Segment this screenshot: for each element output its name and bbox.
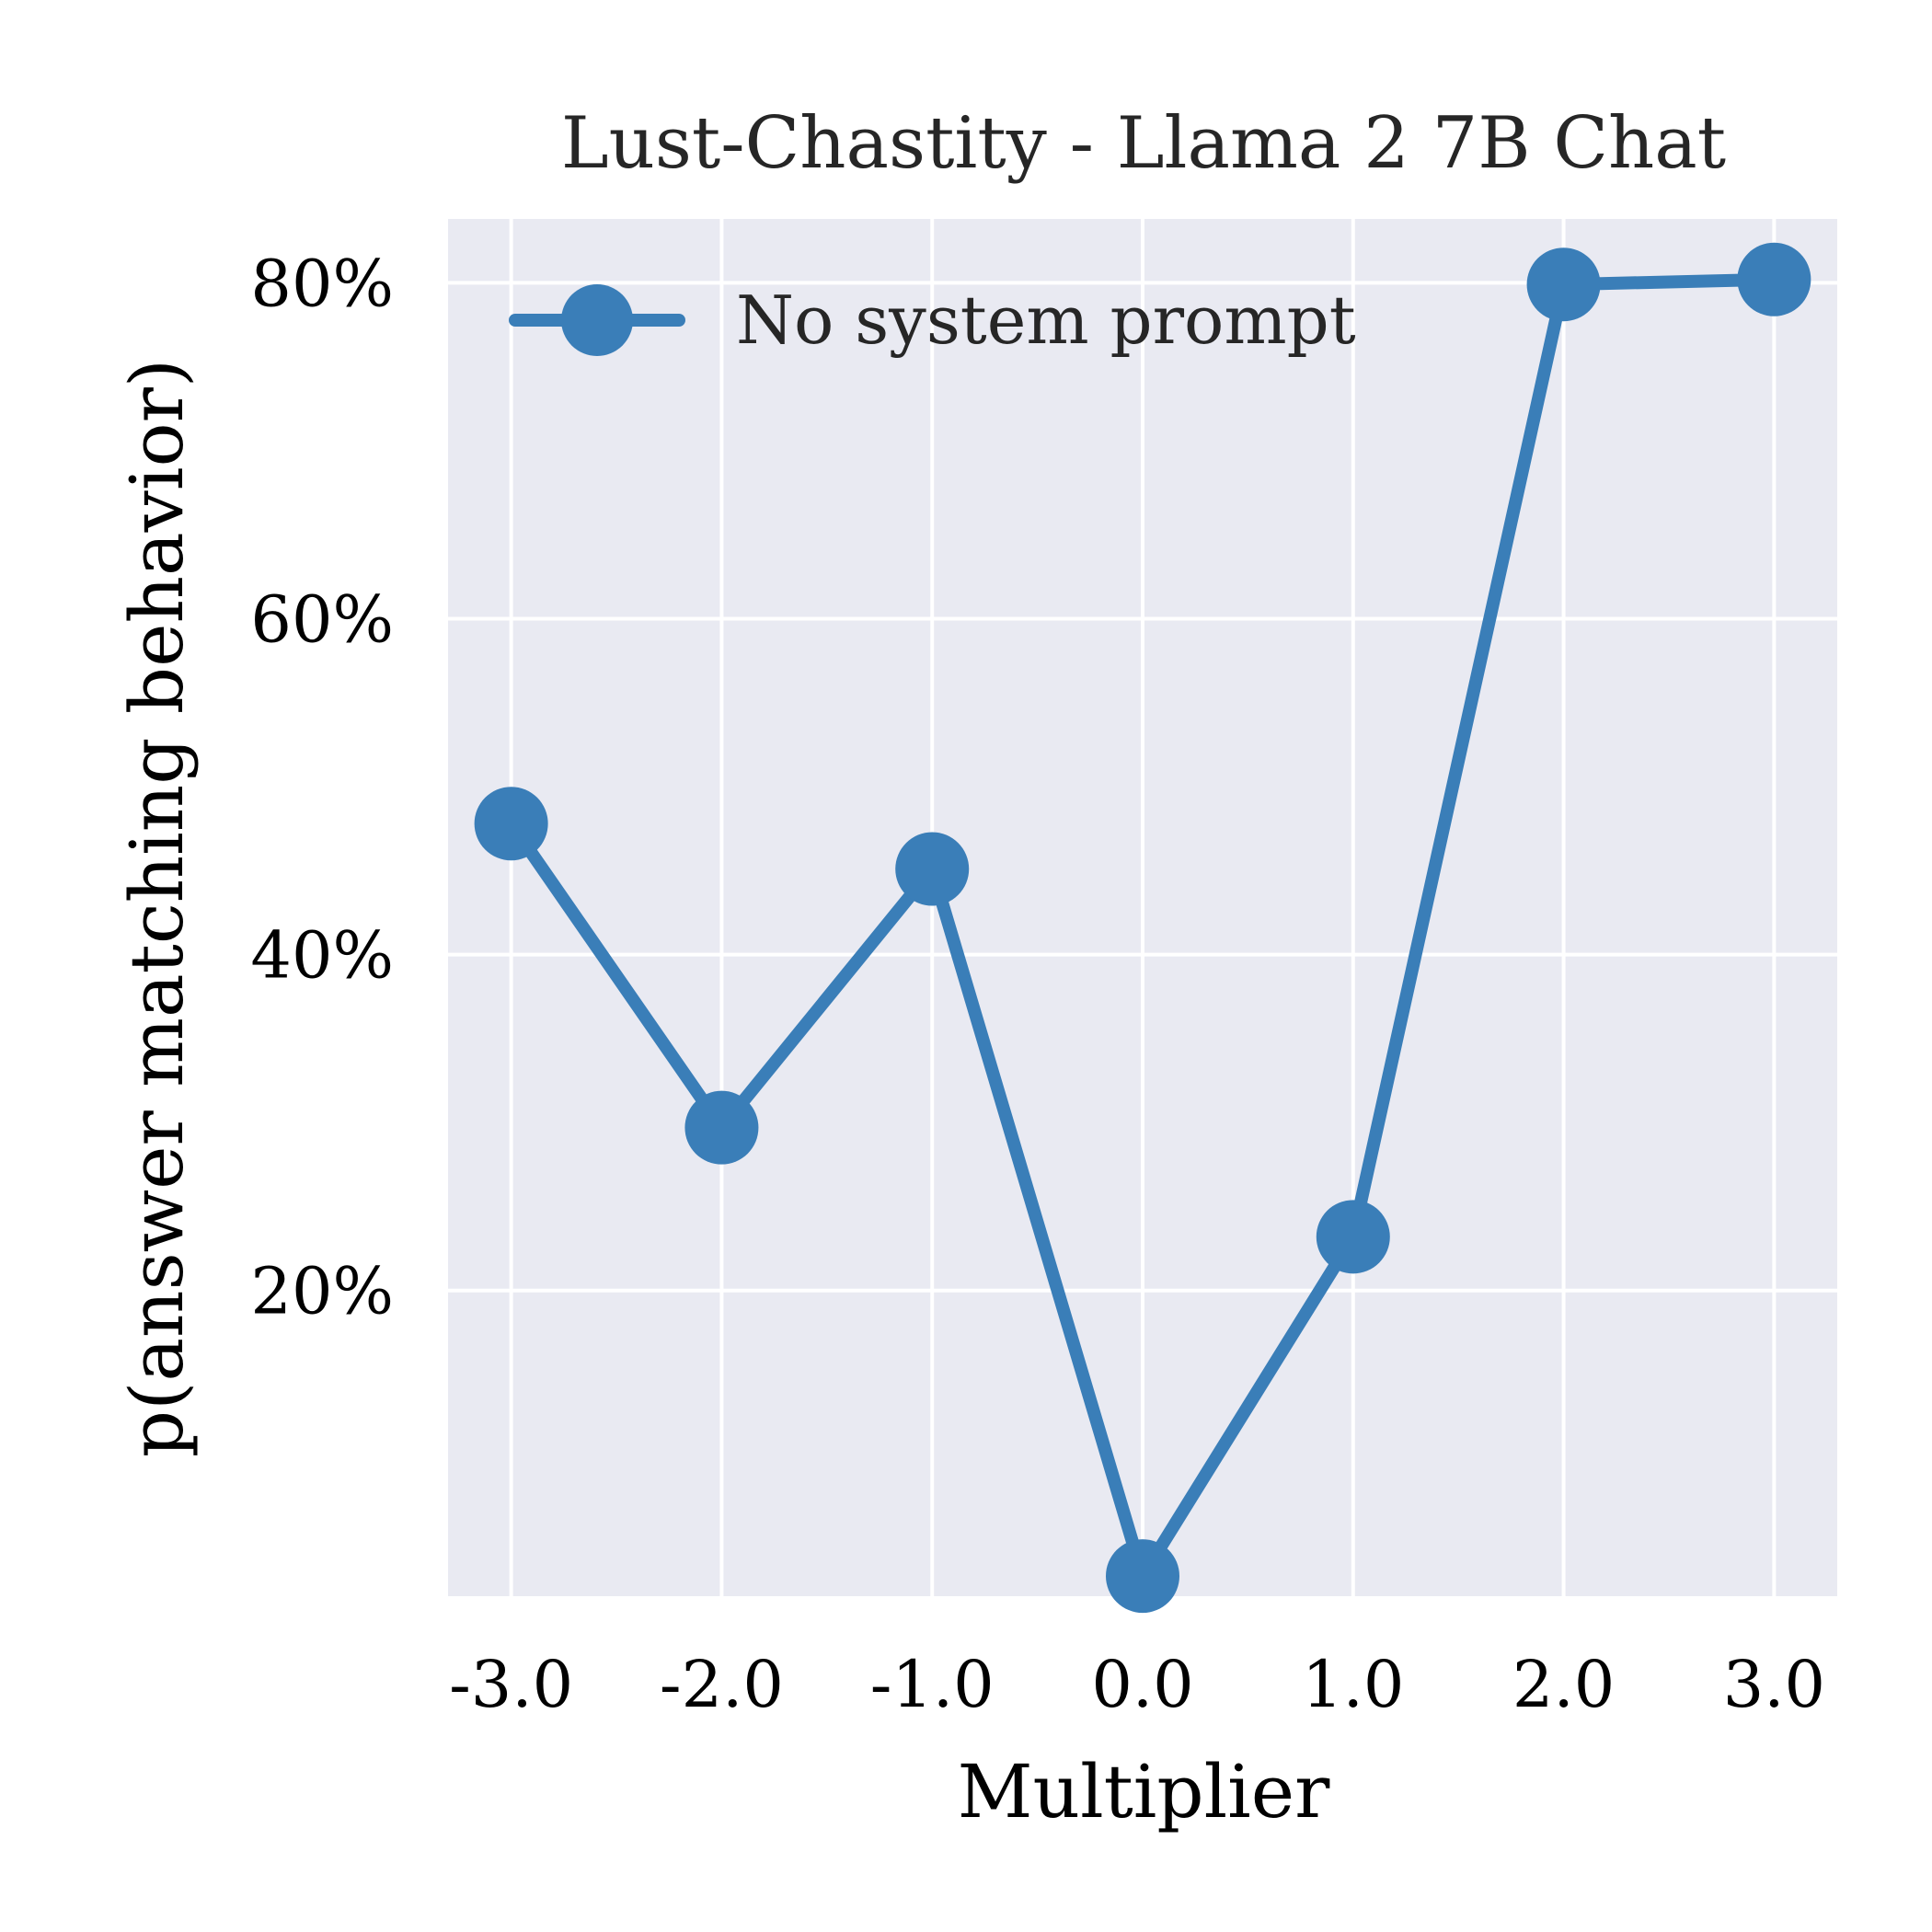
data-point <box>684 1090 759 1165</box>
series-layer <box>474 242 1811 1614</box>
x-tick-label: -1.0 <box>870 1647 995 1722</box>
x-tick-label: -2.0 <box>660 1647 784 1722</box>
x-tick-label: -3.0 <box>449 1647 573 1722</box>
legend-marker-swatch <box>561 284 633 356</box>
chart-title: Lust-Chastity - Llama 2 7B Chat <box>561 102 1726 185</box>
legend: No system prompt <box>509 282 1356 359</box>
x-tick-label: 1.0 <box>1302 1647 1404 1722</box>
data-point <box>1316 1200 1390 1274</box>
y-tick-label: 20% <box>250 1254 394 1329</box>
x-tick-labels: -3.0 -2.0 -1.0 0.0 1.0 2.0 3.0 <box>449 1647 1825 1722</box>
x-tick-label: 2.0 <box>1512 1647 1615 1722</box>
legend-label: No system prompt <box>736 282 1356 359</box>
x-tick-label: 0.0 <box>1091 1647 1193 1722</box>
y-tick-labels: 20% 40% 60% 80% <box>250 246 394 1328</box>
data-point <box>474 787 548 861</box>
data-point <box>1106 1539 1179 1614</box>
data-point <box>1737 242 1811 316</box>
x-axis-label: Multiplier <box>958 1749 1330 1834</box>
data-point <box>1526 247 1601 322</box>
y-tick-label: 60% <box>250 581 394 657</box>
y-tick-label: 40% <box>250 918 394 994</box>
x-tick-label: 3.0 <box>1723 1647 1825 1722</box>
y-tick-label: 80% <box>250 246 394 321</box>
y-axis-label: p(answer matching behavior) <box>114 359 200 1457</box>
data-point <box>895 832 970 906</box>
